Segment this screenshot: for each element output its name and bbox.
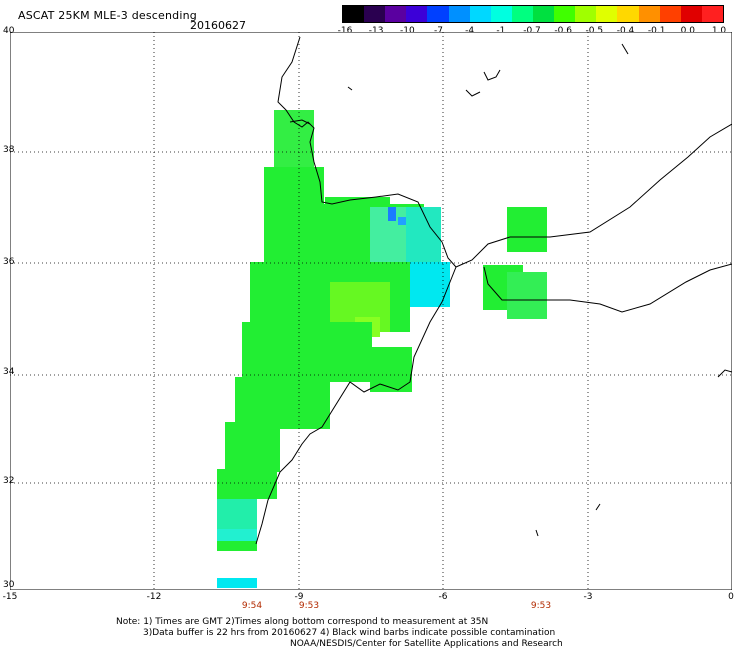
colorbar-label: -0.6 [554,26,572,36]
map-title: ASCAT 25KM MLE-3 descending [18,9,197,22]
swath-cell [370,347,412,392]
note-line-3: NOAA/NESDIS/Center for Satellite Applica… [290,639,563,649]
colorbar-label: -0.5 [585,26,604,36]
lat-label-36: 36 [3,257,15,267]
colorbar-segment [511,6,533,22]
lon-label-neg15: -15 [2,592,18,602]
lat-label-34: 34 [3,367,15,377]
note-line-2: 3)Data buffer is 22 hrs from 20160627 4)… [143,628,556,638]
colorbar-label: -7 [434,26,443,36]
colorbar-segment [490,6,512,22]
swath-cell [217,499,257,529]
map-plot [10,32,732,590]
colorbar-segment [532,6,555,22]
lat-label-32: 32 [3,476,15,486]
colorbar-segment [680,6,702,22]
pass-time-3: 9:53 [530,601,552,611]
lat-label-40: 40 [3,26,15,36]
colorbar-segment [469,6,491,22]
colorbar-label: -0.4 [616,26,635,36]
colorbar-segment [364,6,386,22]
colorbar-label: -0.7 [523,26,541,36]
swath-cell [217,578,257,588]
pass-time-2: 9:53 [298,601,320,611]
colorbar-segment [427,6,449,22]
lat-label-30: 30 [3,580,15,590]
lat-label-38: 38 [3,145,15,155]
swath-cell [264,167,324,207]
colorbar-label: 0.0 [680,26,695,36]
swath-cell [235,377,330,429]
lon-label-neg9: -9 [294,592,304,602]
colorbar-segment [406,6,428,22]
colorbar-segment [448,6,470,22]
swath-cell [398,217,406,225]
pass-time-1: 9:54 [241,601,263,611]
swath-cell [507,272,547,319]
lon-label-0: 0 [728,592,734,602]
colorbar-label: -13 [368,26,384,36]
colorbar-label: -4 [465,26,475,36]
colorbar-segment [638,6,660,22]
colorbar-label: -0.1 [647,26,666,36]
map-date: 20160627 [190,19,246,32]
colorbar-label: 1.0 [711,26,727,36]
colorbar [342,5,724,23]
swath-cell [217,529,257,541]
colorbar-segment [343,6,365,22]
colorbar-label: -1 [496,26,506,36]
swath-cell [217,469,277,499]
swath-cell [242,322,372,382]
colorbar-label: -16 [337,26,353,36]
coastline [255,36,732,545]
swath-cell [217,541,257,551]
colorbar-label: -10 [399,26,415,36]
colorbar-segment [554,6,576,22]
wind-swath [217,110,547,588]
swath-cell [507,207,547,252]
swath-cell [274,110,314,170]
colorbar-segment [385,6,407,22]
colorbar-segment [575,6,597,22]
lon-label-neg12: -12 [146,592,162,602]
lon-label-neg6: -6 [438,592,448,602]
colorbar-segment [701,6,723,22]
colorbar-segment [596,6,618,22]
lon-label-neg3: -3 [583,592,593,602]
swath-cell [388,207,396,221]
note-line-1: Note: 1) Times are GMT 2)Times along bot… [116,617,489,627]
swath-cell [406,207,441,267]
swath-cell [225,422,280,472]
colorbar-segment [617,6,639,22]
colorbar-segment [659,6,681,22]
